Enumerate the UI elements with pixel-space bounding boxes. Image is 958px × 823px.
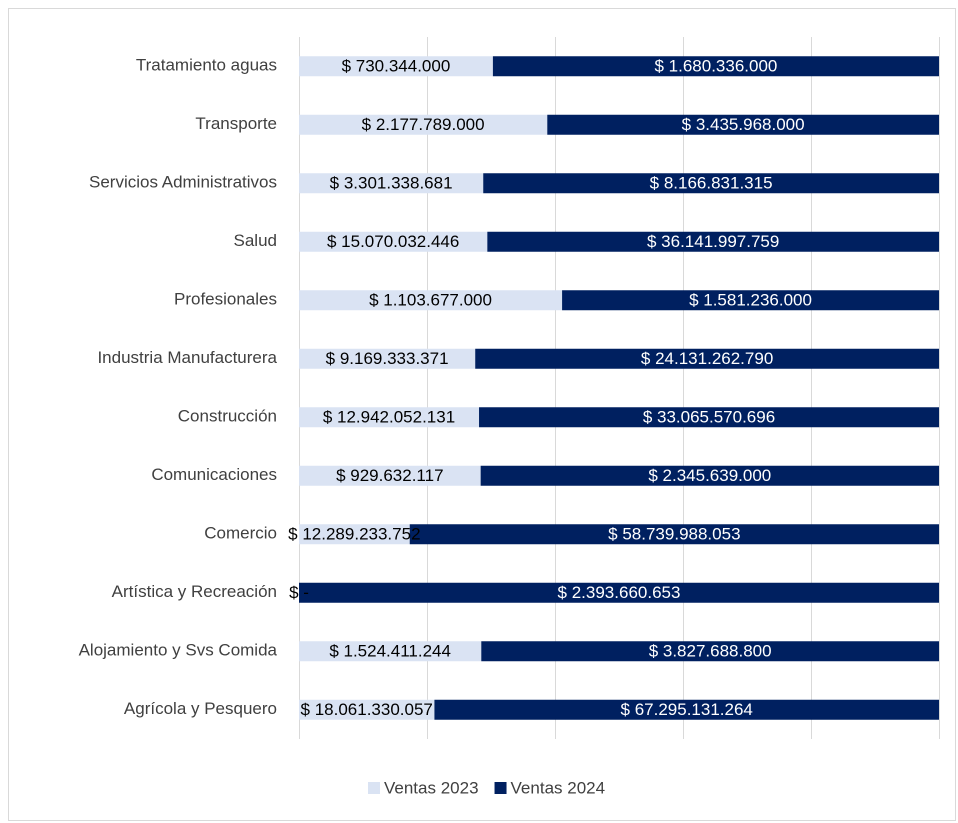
bar <box>299 465 481 486</box>
data-label: $ 18.061.330.057 <box>301 700 433 719</box>
bars <box>299 56 940 720</box>
data-label: $ 24.131.262.790 <box>641 349 773 368</box>
data-label: $ 929.632.117 <box>336 466 443 485</box>
legend-swatch <box>494 782 507 794</box>
data-label: $ 15.070.032.446 <box>327 232 459 251</box>
data-label: $ 2.345.639.000 <box>648 466 771 485</box>
y-tick-label: Agrícola y Pesquero <box>124 699 277 718</box>
data-label: $ 12.289.233.752 <box>288 525 420 544</box>
bar <box>492 56 939 77</box>
bar <box>475 348 939 369</box>
bar <box>299 173 484 194</box>
data-label: $ 33.065.570.696 <box>643 408 775 427</box>
data-label: $ 3.435.968.000 <box>682 115 805 134</box>
data-label: $ 12.942.052.131 <box>323 408 455 427</box>
data-label: $ 36.141.997.759 <box>647 232 779 251</box>
bar <box>434 699 939 720</box>
bar <box>409 524 940 545</box>
legend-label: Ventas 2023 <box>384 778 479 797</box>
grid <box>299 37 940 739</box>
bar <box>562 290 939 311</box>
y-tick-label: Servicios Administrativos <box>89 173 277 192</box>
labels: Tratamiento aguas $ 730.344.000 $ 1.680.33… <box>79 56 812 720</box>
y-tick-label: Salud <box>234 231 277 250</box>
data-label: $ 8.166.831.315 <box>650 174 773 193</box>
data-label: $ 1.103.677.000 <box>369 291 492 310</box>
bar <box>481 641 939 662</box>
data-label: $ 1.524.411.244 <box>329 642 451 661</box>
data-label: $ 2.177.789.000 <box>362 115 485 134</box>
bar <box>299 231 488 252</box>
data-label: $ 67.295.131.264 <box>621 700 753 719</box>
bar <box>299 524 410 545</box>
data-label: $ 1.680.336.000 <box>654 57 777 76</box>
bar <box>299 114 548 135</box>
data-label: $ 9.169.333.371 <box>326 349 449 368</box>
data-label: $ 2.393.660.653 <box>558 583 681 602</box>
y-tick-label: Profesionales <box>174 290 277 309</box>
y-tick-label: Transporte <box>195 114 277 133</box>
bar <box>480 465 939 486</box>
data-label: $ 730.344.000 <box>342 57 451 76</box>
data-label: $ - <box>289 583 309 602</box>
bar <box>479 407 939 428</box>
y-tick-label: Industria Manufacturera <box>97 348 277 367</box>
bar <box>299 290 563 311</box>
y-tick-label: Artística y Recreación <box>112 582 277 601</box>
legend-label: Ventas 2024 <box>511 778 606 797</box>
data-label: $ 58.739.988.053 <box>608 525 740 544</box>
y-tick-label: Construcción <box>178 407 277 426</box>
bar <box>547 114 939 135</box>
data-label: $ 1.581.236.000 <box>689 291 812 310</box>
y-tick-label: Alojamiento y Svs Comida <box>79 641 278 660</box>
y-tick-label: Tratamiento aguas <box>136 56 277 75</box>
bar <box>299 407 480 428</box>
legend-swatch <box>368 782 380 794</box>
data-label: $ 3.827.688.800 <box>649 642 772 661</box>
bar <box>299 56 493 77</box>
bar <box>299 641 482 662</box>
y-tick-label: Comercio <box>204 524 277 543</box>
bar <box>299 582 939 603</box>
y-tick-label: Comunicaciones <box>151 465 277 484</box>
bar <box>487 231 939 252</box>
data-label: $ 3.301.338.681 <box>330 174 453 193</box>
bar <box>483 173 939 194</box>
bar <box>299 348 476 369</box>
bar <box>299 699 435 720</box>
